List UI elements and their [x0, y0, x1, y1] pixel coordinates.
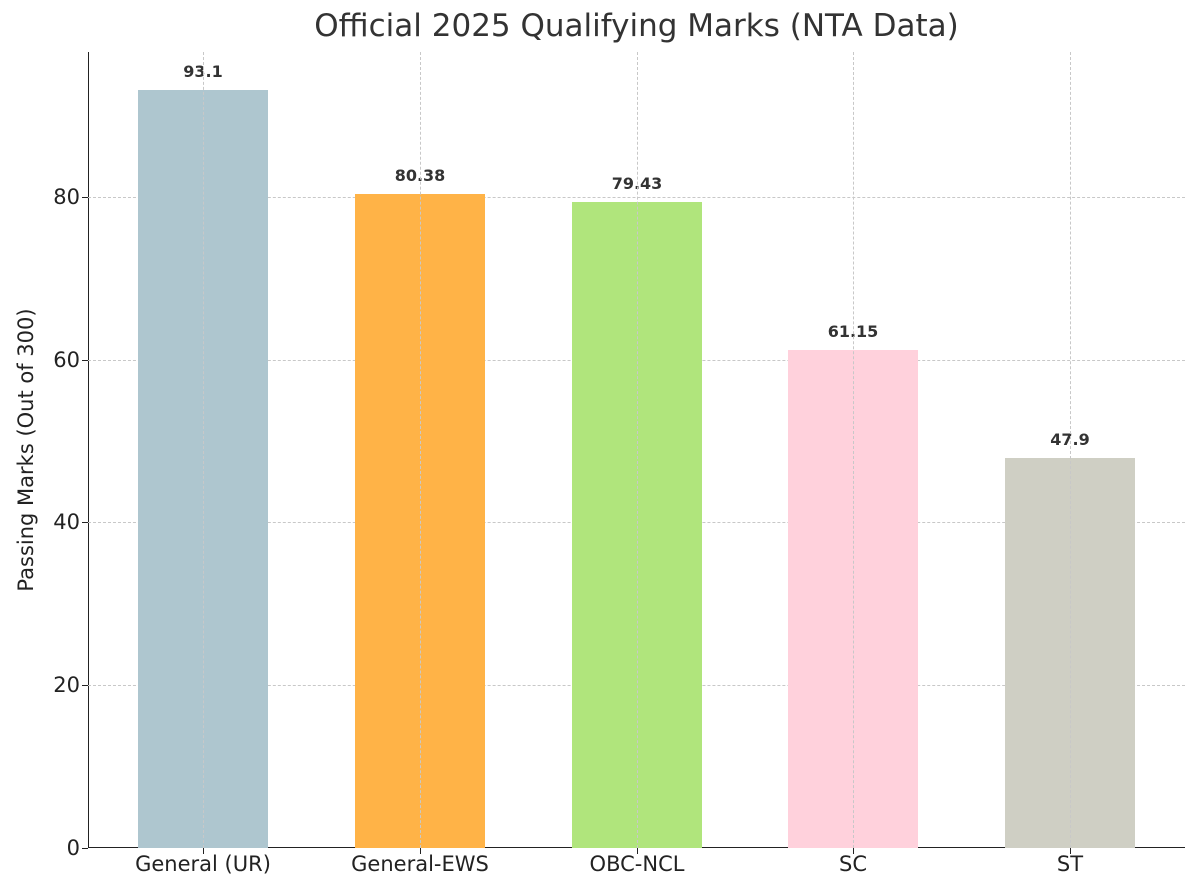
y-tick-mark	[82, 196, 88, 198]
v-gridline	[853, 52, 854, 848]
y-tick-mark	[82, 685, 88, 687]
x-tick-label: ST	[1056, 852, 1084, 876]
chart-title: Official 2025 Qualifying Marks (NTA Data…	[314, 8, 959, 44]
v-gridline	[637, 52, 638, 848]
v-gridline	[203, 52, 204, 848]
y-axis-label: Passing Marks (Out of 300)	[14, 308, 38, 592]
x-tick-label: General (UR)	[135, 852, 271, 876]
y-tick-mark	[82, 522, 88, 524]
x-tick-mark	[1070, 848, 1071, 854]
y-axis-line	[88, 52, 89, 848]
y-tick-label: 20	[53, 673, 80, 698]
y-tick-mark	[82, 848, 88, 849]
y-tick-mark	[82, 359, 88, 361]
plot-area: 0 20 40 60 80 93.1 General (UR) 80.38 General-EW…	[53, 52, 1185, 876]
y-tick-label: 60	[53, 347, 80, 372]
x-tick-label: General-EWS	[351, 852, 489, 876]
y-tick-label: 80	[53, 184, 80, 209]
x-tick-mark	[853, 848, 854, 854]
v-gridline	[420, 52, 421, 848]
v-gridline	[1070, 52, 1071, 848]
x-tick-mark	[203, 848, 204, 854]
y-tick-label: 40	[53, 510, 80, 535]
y-tick-label: 0	[66, 836, 80, 860]
x-tick-label: OBC-NCL	[589, 852, 685, 876]
x-tick-mark	[637, 848, 638, 854]
x-tick-mark	[420, 848, 421, 854]
x-tick-label: SC	[839, 852, 867, 876]
h-gridline	[88, 196, 1185, 198]
